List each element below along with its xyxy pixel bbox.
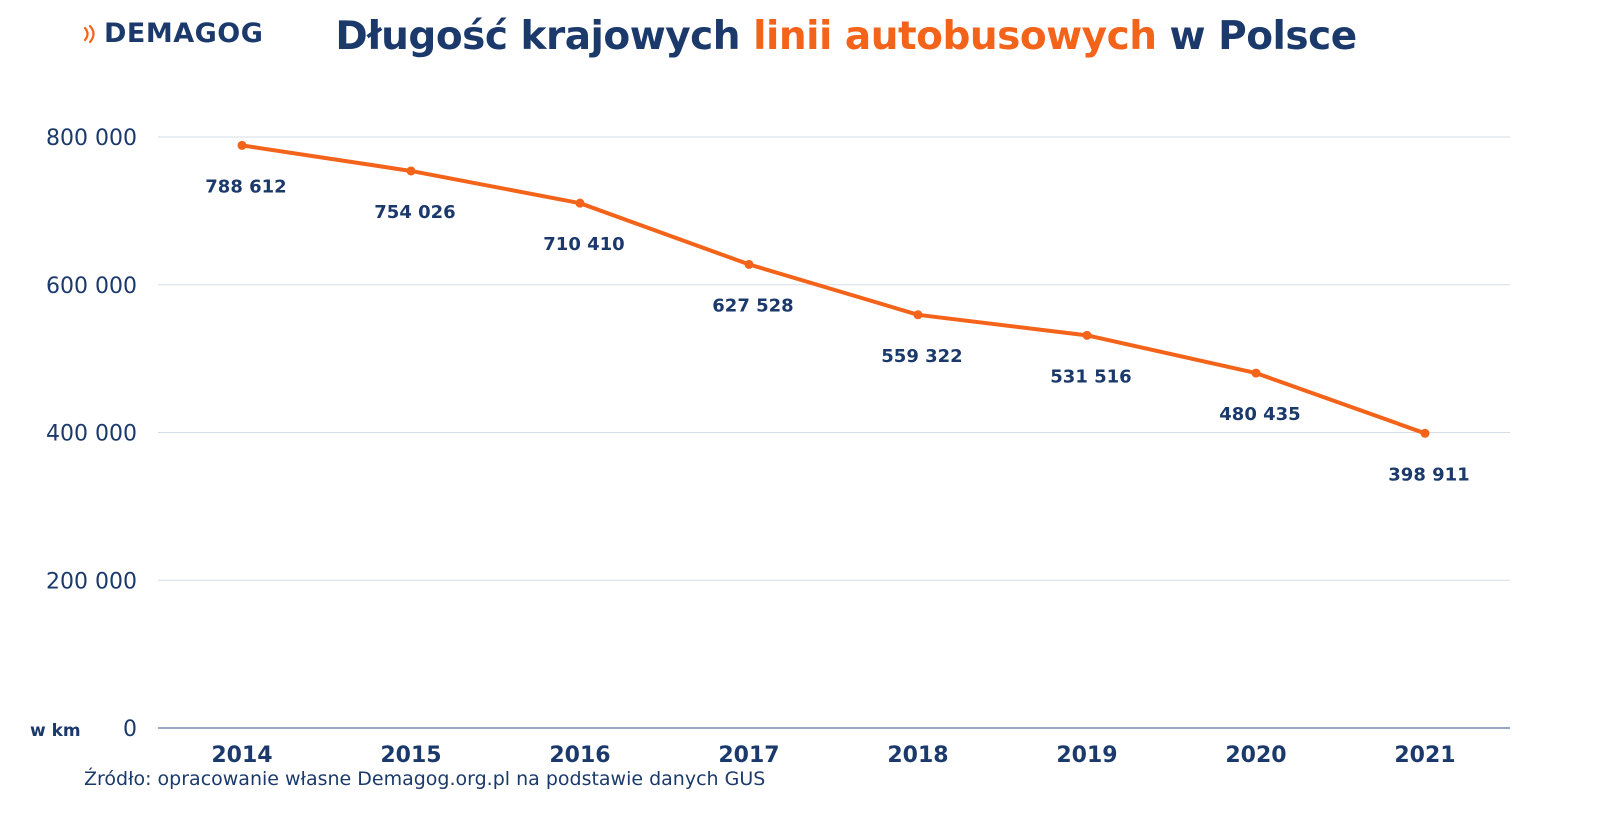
logo-text: DEMAGOG xyxy=(104,18,264,49)
data-label: 627 528 xyxy=(712,295,793,316)
data-point xyxy=(1082,330,1092,340)
y-tick-label: 800 000 xyxy=(46,126,137,151)
y-tick-label: 600 000 xyxy=(46,274,137,299)
title-part-2: w Polsce xyxy=(1156,14,1358,59)
x-tick-label: 2016 xyxy=(549,743,610,768)
x-tick-label: 2017 xyxy=(718,743,779,768)
series-polyline xyxy=(240,143,1427,436)
x-tick-label: 2015 xyxy=(380,743,441,768)
data-label: 559 322 xyxy=(881,346,962,367)
data-label: 398 911 xyxy=(1388,464,1469,485)
data-label: 480 435 xyxy=(1219,404,1300,425)
data-label: 788 612 xyxy=(205,176,286,197)
x-tick-label: 2019 xyxy=(1056,743,1117,768)
source-note: Źródło: opracowanie własne Demagog.org.p… xyxy=(84,768,766,790)
x-tick-label: 2021 xyxy=(1394,743,1455,768)
data-point xyxy=(1420,428,1430,438)
data-point xyxy=(744,259,754,269)
y-tick-label: 400 000 xyxy=(46,422,137,447)
x-axis-ticks: 2014 2015 2016 2017 2018 2019 2020 2021 xyxy=(211,743,1455,768)
title-highlight: linii autobusowych xyxy=(753,14,1157,59)
y-axis-ticks: 0 200 000 400 000 600 000 800 000 xyxy=(46,126,137,742)
demagog-logo: DEMAGOG xyxy=(82,18,263,49)
y-tick-label: 0 xyxy=(123,717,137,742)
grid-lines xyxy=(158,136,1510,729)
chart-title: Długość krajowych linii autobusowych w P… xyxy=(90,14,1602,59)
data-label: 531 516 xyxy=(1050,366,1131,387)
series-line xyxy=(240,143,1427,436)
signal-waves-icon xyxy=(83,24,95,43)
x-tick-label: 2018 xyxy=(887,743,948,768)
data-label: 710 410 xyxy=(543,234,624,255)
x-tick-label: 2020 xyxy=(1225,743,1286,768)
data-labels: 788 612 754 026 710 410 627 528 559 322 531 5… xyxy=(205,176,1469,485)
data-point xyxy=(913,310,923,320)
x-tick-label: 2014 xyxy=(211,743,272,768)
data-point xyxy=(1251,368,1261,378)
title-part-1: Długość krajowych xyxy=(335,14,754,59)
data-point xyxy=(237,140,247,150)
y-tick-label: 200 000 xyxy=(46,569,137,594)
y-axis-unit-label: w km xyxy=(30,721,81,741)
data-points xyxy=(237,140,1430,438)
data-label: 754 026 xyxy=(374,202,455,223)
data-point xyxy=(575,198,585,208)
data-point xyxy=(406,166,416,176)
